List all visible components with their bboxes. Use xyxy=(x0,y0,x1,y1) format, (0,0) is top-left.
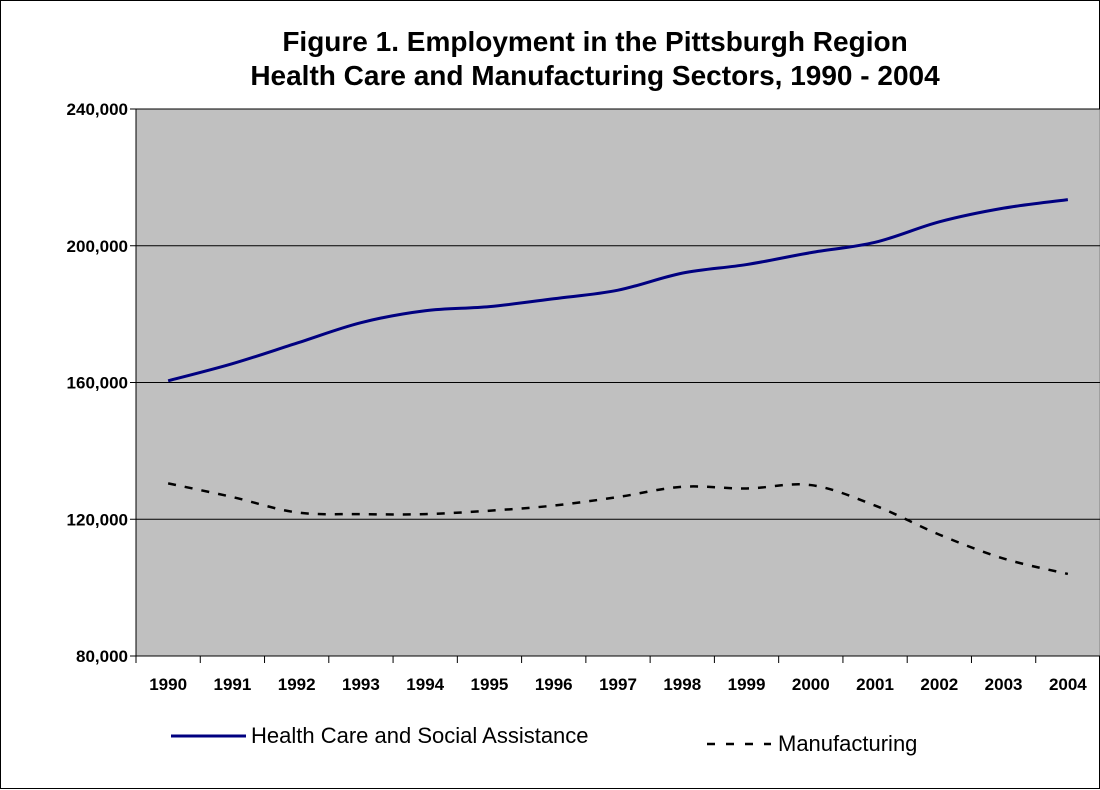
x-tick-label: 2001 xyxy=(856,675,894,694)
x-tick-label: 1991 xyxy=(213,675,251,694)
plot-area-group: 80,000 120,000 160,000 200,000 240,000 1990 19… xyxy=(67,100,1100,694)
x-tick-label: 1999 xyxy=(728,675,766,694)
y-tick-label: 80,000 xyxy=(76,647,128,666)
chart-title-line-1: Figure 1. Employment in the Pittsburgh R… xyxy=(282,26,907,57)
x-tick-label: 2004 xyxy=(1049,675,1087,694)
x-tick-label: 1990 xyxy=(149,675,187,694)
chart-title-line-2: Health Care and Manufacturing Sectors, 1… xyxy=(250,60,940,91)
legend: Health Care and Social Assistance Manufac… xyxy=(171,723,917,756)
x-tick-label: 1996 xyxy=(535,675,573,694)
x-tick-label: 2002 xyxy=(920,675,958,694)
x-tick-label: 1994 xyxy=(406,675,444,694)
x-tick-label: 2003 xyxy=(985,675,1023,694)
x-tick-label: 1998 xyxy=(663,675,701,694)
y-tick-label: 120,000 xyxy=(67,510,128,529)
y-tick-label: 240,000 xyxy=(67,100,128,119)
x-tick-label: 1993 xyxy=(342,675,380,694)
x-tick-label: 1995 xyxy=(471,675,509,694)
y-tick-label: 200,000 xyxy=(67,237,128,256)
x-tick-label: 1997 xyxy=(599,675,637,694)
x-tick-label: 1992 xyxy=(278,675,316,694)
legend-label: Manufacturing xyxy=(778,731,917,756)
x-tick-label: 2000 xyxy=(792,675,830,694)
y-tick-label: 160,000 xyxy=(67,374,128,393)
legend-label: Health Care and Social Assistance xyxy=(251,723,589,748)
